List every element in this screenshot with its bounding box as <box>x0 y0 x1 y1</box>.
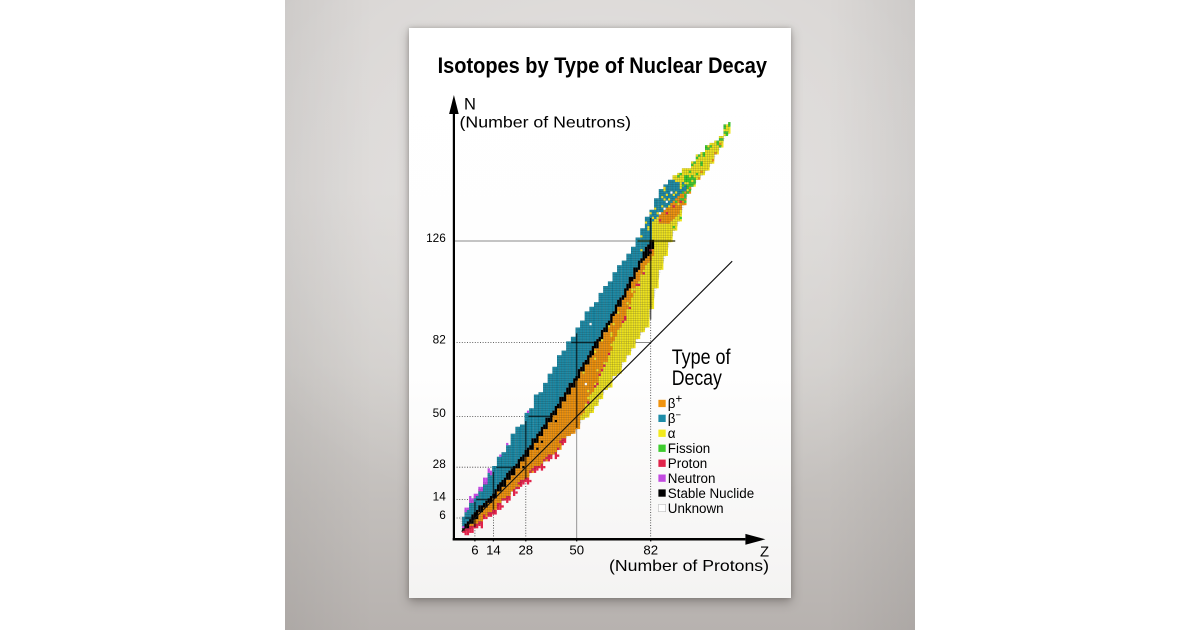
svg-text:Unknown: Unknown <box>668 501 724 516</box>
svg-text:82: 82 <box>433 332 446 346</box>
svg-text:82: 82 <box>643 543 658 558</box>
svg-text:50: 50 <box>433 406 447 420</box>
svg-text:(Number of Protons): (Number of Protons) <box>609 558 769 575</box>
svg-text:(Number of Neutrons): (Number of Neutrons) <box>460 115 632 132</box>
svg-text:14: 14 <box>486 543 501 558</box>
svg-text:28: 28 <box>518 543 533 558</box>
svg-text:Type of: Type of <box>672 346 731 369</box>
svg-text:28: 28 <box>433 457 447 471</box>
svg-text:α: α <box>668 426 676 441</box>
svg-text:β+: β+ <box>668 394 683 412</box>
svg-text:6: 6 <box>471 543 478 558</box>
svg-text:Isotopes by Type of Nuclear De: Isotopes by Type of Nuclear Decay <box>438 53 768 78</box>
svg-text:14: 14 <box>433 489 447 503</box>
svg-text:Proton: Proton <box>668 456 707 471</box>
svg-text:Stable Nuclide: Stable Nuclide <box>668 486 754 501</box>
svg-text:Decay: Decay <box>672 367 723 390</box>
svg-text:N: N <box>464 96 476 114</box>
svg-text:50: 50 <box>569 543 584 558</box>
svg-text:β−: β− <box>668 410 682 426</box>
svg-text:126: 126 <box>426 231 446 245</box>
svg-text:6: 6 <box>439 508 446 522</box>
svg-text:Z: Z <box>760 544 769 560</box>
svg-text:Fission: Fission <box>668 441 710 456</box>
svg-text:Neutron: Neutron <box>668 471 716 486</box>
